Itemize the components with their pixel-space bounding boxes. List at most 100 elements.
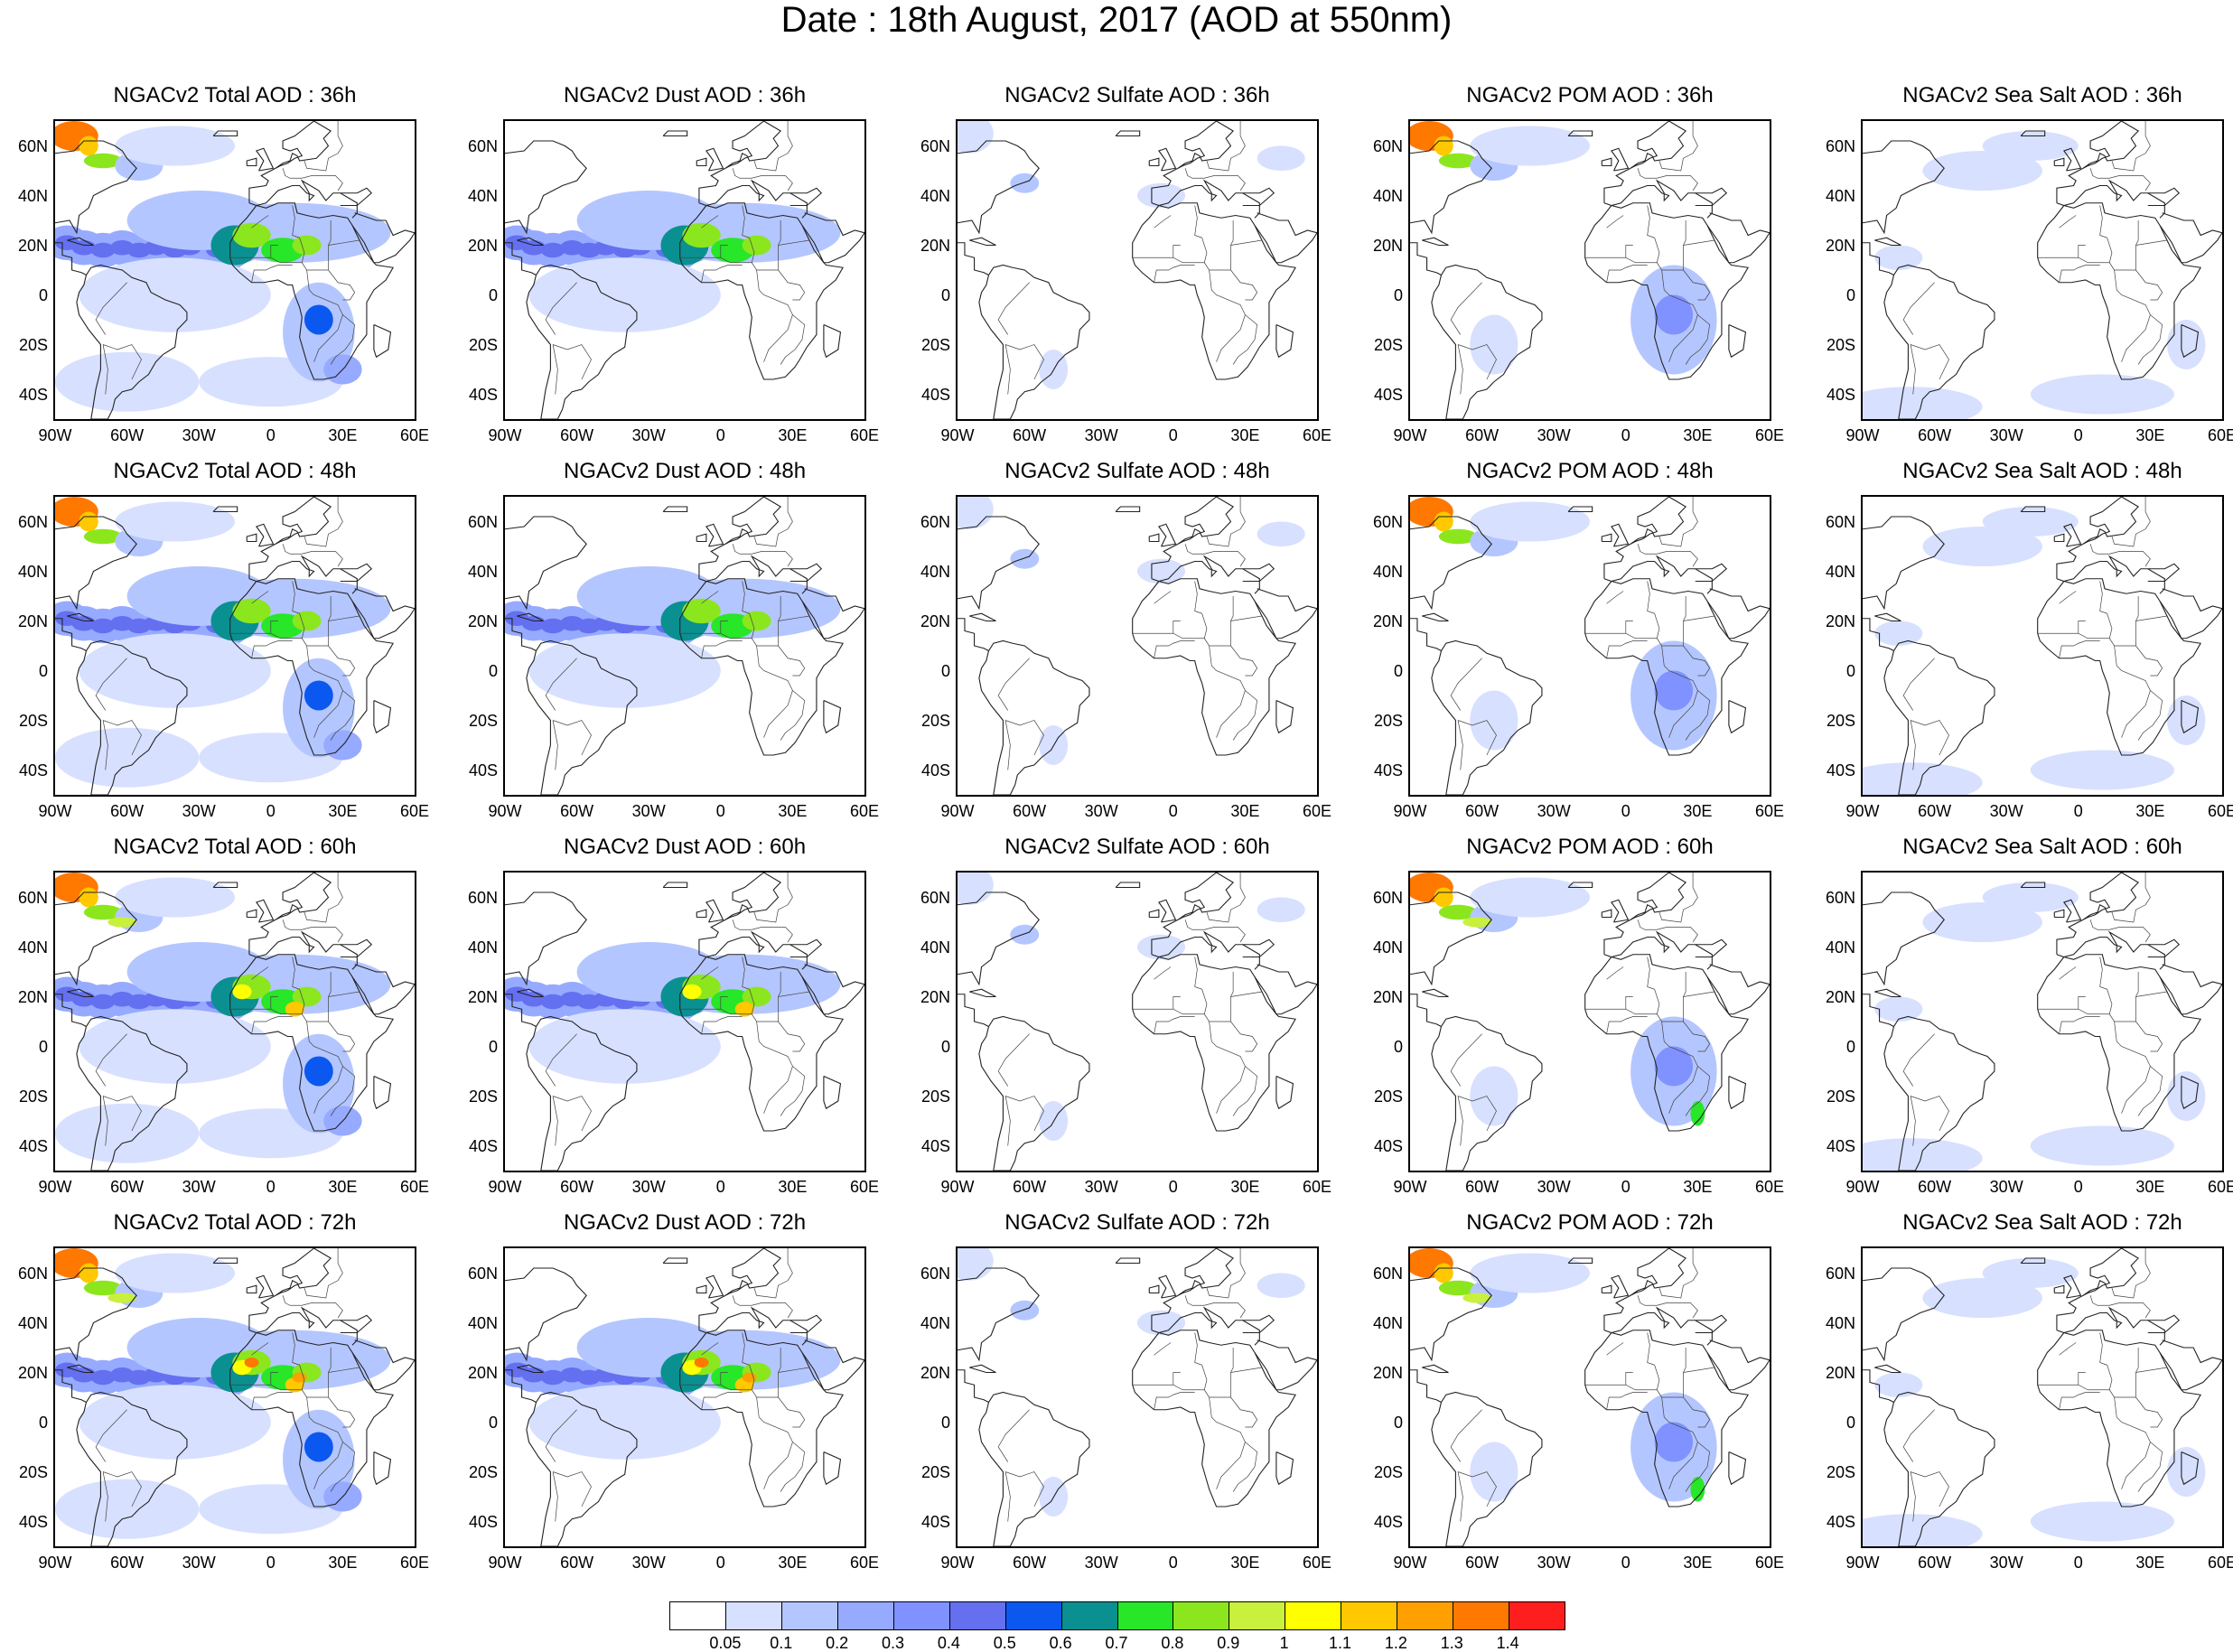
aod-plume <box>304 1056 333 1087</box>
aod-plume <box>292 235 322 256</box>
country-border <box>270 996 278 1010</box>
country-border <box>1910 720 1916 770</box>
lat-tick-label: 20N <box>467 987 498 1006</box>
aod-plume <box>958 497 994 529</box>
lat-tick-label: 40N <box>1372 938 1403 957</box>
lon-tick-label: 0 <box>266 426 276 444</box>
coastline <box>2063 147 2082 172</box>
aod-plume <box>55 351 200 412</box>
aod-plume <box>1462 917 1492 928</box>
lat-tick-label: 60N <box>17 512 48 531</box>
country-border <box>270 245 278 258</box>
lon-tick-label: 30E <box>1683 1554 1713 1572</box>
country-border <box>2059 215 2077 229</box>
aod-plume <box>1863 1138 1983 1171</box>
country-border <box>552 720 558 770</box>
country-border <box>299 238 305 263</box>
map-panel-pom-36h <box>1408 119 1771 421</box>
lat-tick-label: 0 <box>1845 1037 1855 1056</box>
country-border <box>1184 544 1246 567</box>
aod-plume <box>1137 1310 1186 1336</box>
lon-tick-label: 30W <box>1084 426 1118 444</box>
coastline <box>698 121 782 203</box>
coastline <box>2159 212 2222 264</box>
coastline <box>1603 179 1713 219</box>
coastline <box>1567 1257 1593 1265</box>
aod-plume <box>1010 1300 1040 1321</box>
lon-tick-label: 90W <box>1393 426 1427 444</box>
map-canvas <box>505 873 864 1171</box>
country-border <box>701 966 719 980</box>
country-border <box>1683 1021 1711 1052</box>
coastline <box>2056 497 2140 579</box>
lat-tick-label: 60N <box>17 888 48 907</box>
country-border <box>753 121 793 172</box>
country-border <box>2107 989 2113 1014</box>
coastline <box>1158 899 1177 923</box>
coastline <box>1706 588 1770 639</box>
coastline <box>2020 506 2046 513</box>
coastline <box>1242 563 1275 583</box>
coastline <box>696 157 707 167</box>
aod-plume <box>304 304 333 335</box>
coastline <box>1567 882 1593 889</box>
lon-tick-label: 90W <box>940 426 975 444</box>
aod-plume <box>2166 320 2206 369</box>
lat-tick-label: 60N <box>467 1264 498 1283</box>
panel-title: NGACv2 Sea Salt AOD : 48h <box>1902 459 2182 483</box>
coastline <box>2056 1306 2165 1346</box>
country-border <box>1457 1096 1463 1146</box>
lon-tick-label: 90W <box>1845 426 1880 444</box>
lat-tick-label: 40N <box>17 938 48 957</box>
country-border <box>102 1471 142 1507</box>
country-border <box>1154 640 1195 658</box>
aod-plume <box>1010 924 1040 945</box>
aod-plume <box>742 611 771 631</box>
country-border <box>1685 1442 1711 1492</box>
country-border <box>1184 168 1246 191</box>
country-border <box>2114 269 2151 362</box>
coastline <box>2063 1274 2082 1299</box>
country-border <box>679 972 781 1022</box>
lon-tick-label: 60W <box>560 1178 594 1196</box>
lat-tick-label: 60N <box>17 136 48 155</box>
map-panel-sulfate-36h <box>956 119 1319 421</box>
lat-tick-label: 20N <box>467 236 498 255</box>
country-border <box>1647 581 1655 614</box>
coastline <box>1410 242 1543 419</box>
country-border <box>2099 1332 2107 1366</box>
lat-tick-label: 40N <box>1372 1313 1403 1332</box>
aod-plume <box>1010 173 1040 193</box>
lon-tick-label: 30W <box>631 1554 666 1572</box>
country-border <box>1154 1392 1195 1410</box>
aod-plume <box>1434 887 1453 908</box>
aod-plume <box>2030 374 2174 415</box>
country-border <box>552 720 592 756</box>
lat-tick-label: 40S <box>18 1136 48 1155</box>
country-border <box>102 1096 142 1132</box>
lon-tick-label: 0 <box>2073 426 2083 444</box>
country-border <box>679 1348 781 1398</box>
coastline <box>1151 179 1260 219</box>
coastline <box>67 1364 94 1374</box>
country-border <box>2114 1021 2151 1114</box>
lon-tick-label: 60E <box>849 426 880 444</box>
country-border <box>1584 972 1686 1022</box>
map-canvas <box>958 497 1317 795</box>
lat-tick-label: 0 <box>488 1037 498 1056</box>
map-panel-seasalt-48h <box>1861 495 2224 797</box>
coastline <box>340 563 373 583</box>
country-border <box>780 690 806 741</box>
coastline <box>2056 1248 2140 1330</box>
country-border <box>778 645 806 677</box>
map-panel-dust-36h <box>503 119 866 421</box>
country-border <box>328 1396 356 1428</box>
aod-plume <box>1257 1273 1305 1298</box>
country-border <box>778 615 810 621</box>
lat-tick-label: 60N <box>1825 136 1855 155</box>
country-border <box>282 919 343 943</box>
panel-title: NGACv2 Total AOD : 36h <box>113 83 357 107</box>
coastline <box>55 1369 188 1546</box>
country-border <box>2135 239 2168 246</box>
country-border <box>2111 1248 2151 1299</box>
